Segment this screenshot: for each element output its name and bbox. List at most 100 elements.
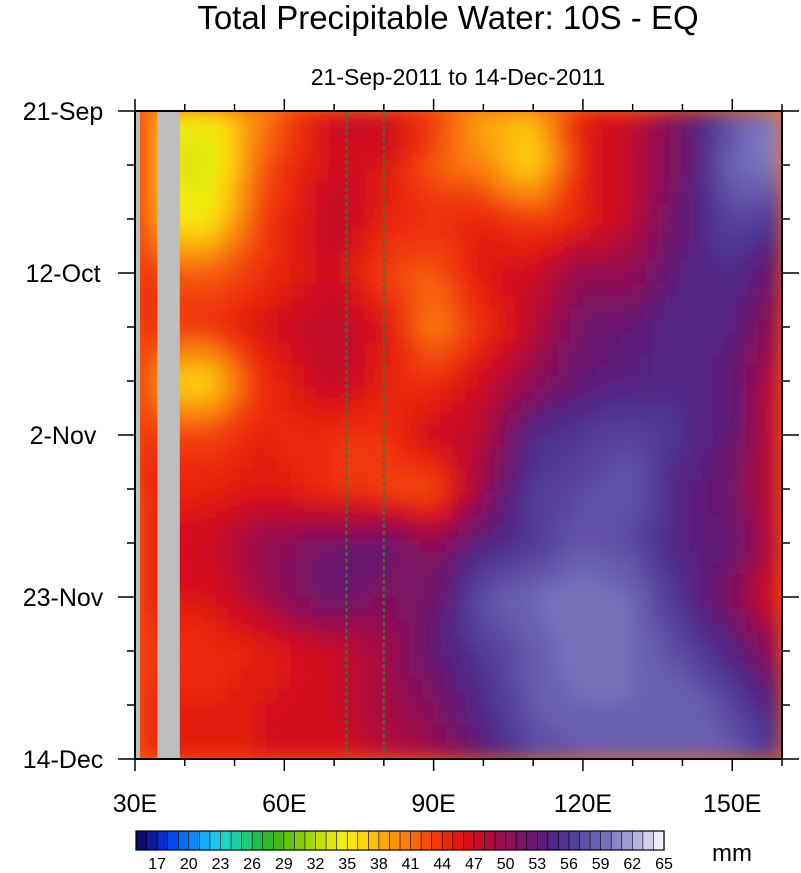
heatmap-cell [184,238,198,251]
heatmap-cell [533,273,547,286]
heatmap-cell [284,226,298,239]
heatmap-cell [645,469,659,482]
heatmap-cell [533,354,547,367]
heatmap-cell [595,654,609,668]
heatmap-cell [334,689,348,702]
heatmap-cell [470,145,484,158]
heatmap-cell [645,631,659,644]
heatmap-cell [508,562,522,575]
heatmap-cell [694,573,708,587]
heatmap-cell [222,608,236,621]
heatmap-cell [645,261,659,274]
heatmap-cell [396,516,410,529]
heatmap-cell [682,411,696,425]
heatmap-cell [533,747,547,759]
heatmap-cell [259,654,273,668]
heatmap-cell [396,284,410,297]
heatmap-cell [197,249,211,263]
heatmap-cell [607,481,621,494]
heatmap-cell [321,157,335,170]
heatmap-cell [446,550,460,563]
heatmap-cell [358,712,372,725]
heatmap-cell [209,411,223,425]
heatmap-cell [495,111,509,124]
heatmap-cell [520,735,534,749]
heatmap-cell [632,238,646,251]
heatmap-cell [670,516,684,529]
heatmap-cell [533,492,547,506]
heatmap-cell [707,631,721,644]
heatmap-cell [209,423,223,436]
heatmap-cell [396,400,410,413]
heatmap-cell [719,458,733,471]
heatmap-cell [446,411,460,425]
heatmap-cell [545,620,559,633]
heatmap-cell [769,307,782,320]
heatmap-cell [334,330,348,344]
heatmap-cell [147,597,161,610]
heatmap-cell [694,319,708,332]
heatmap-cell [558,180,572,193]
heatmap-cell [458,689,472,702]
heatmap-cell [371,608,385,621]
heatmap-cell [533,111,547,124]
heatmap-cell [446,458,460,471]
heatmap-cell [184,689,198,702]
heatmap-cell [408,180,422,193]
heatmap-cell [595,388,609,401]
heatmap-cell [458,388,472,401]
heatmap-cell [533,192,547,205]
heatmap-cell [657,423,671,436]
heatmap-cell [209,562,223,575]
heatmap-cell [620,400,634,413]
heatmap-cell [209,330,223,344]
heatmap-cell [358,319,372,332]
heatmap-cell [259,319,273,332]
heatmap-cell [271,585,285,598]
heatmap-cell [321,446,335,459]
heatmap-cell [495,747,509,759]
heatmap-cell [446,492,460,506]
heatmap-cell [222,168,236,182]
heatmap-cell [645,585,659,598]
heatmap-cell [197,261,211,274]
heatmap-cell [209,342,223,355]
heatmap-cell [470,423,484,436]
heatmap-cell [545,562,559,575]
heatmap-cell [595,203,609,216]
heatmap-cell [234,527,248,540]
heatmap-cell [433,492,447,506]
heatmap-cell [296,597,310,610]
heatmap-cell [582,585,596,598]
heatmap-cell [346,573,360,587]
colorbar-unit: mm [712,840,752,867]
heatmap-cell [645,678,659,691]
heatmap-cell [682,550,696,563]
heatmap-cell [707,342,721,355]
heatmap-cell [371,273,385,286]
heatmap-cell [757,134,771,147]
heatmap-cell [719,678,733,691]
heatmap-cell [732,215,746,228]
heatmap-cell [769,192,782,205]
heatmap-cell [346,747,360,759]
heatmap-cell [719,724,733,737]
heatmap-cell [346,238,360,251]
heatmap-cell [620,134,634,147]
heatmap-cell [396,168,410,182]
heatmap-cell [396,215,410,228]
heatmap-cell [533,620,547,633]
colorbar-label: 26 [243,856,261,873]
heatmap-cell [209,585,223,598]
heatmap-cell [296,527,310,540]
heatmap-cell [421,597,435,610]
heatmap-cell [757,400,771,413]
heatmap-cell [769,377,782,390]
heatmap-cell [421,388,435,401]
heatmap-cell [421,423,435,436]
heatmap-cell [520,423,534,436]
heatmap-cell [408,261,422,274]
heatmap-cell [607,284,621,297]
heatmap-cell [545,192,559,205]
heatmap-cell [271,122,285,135]
